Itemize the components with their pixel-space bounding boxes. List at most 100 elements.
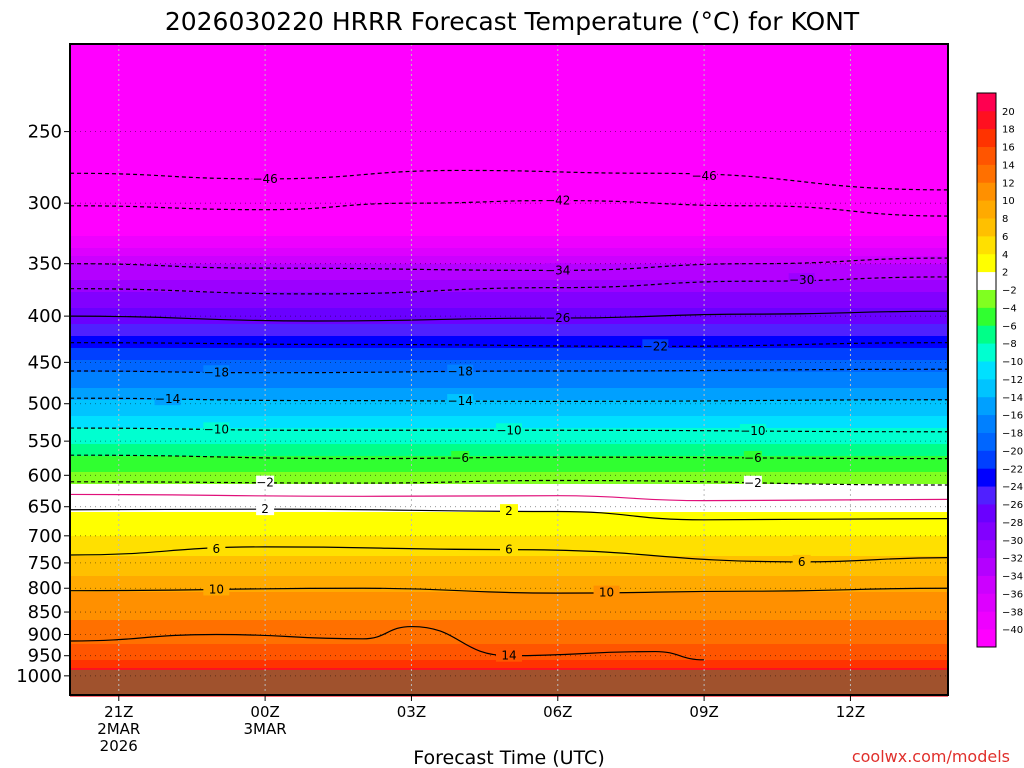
temperature-band	[70, 208, 948, 213]
colorbar-swatch	[977, 218, 996, 237]
colorbar-swatch	[977, 110, 996, 130]
contour-label: 10	[209, 582, 224, 596]
contour-label: −2	[256, 476, 274, 490]
temperature-band	[70, 612, 948, 617]
contour-label-background	[256, 502, 275, 516]
colorbar-tick-label: 18	[1002, 125, 1015, 136]
colorbar-swatch	[977, 289, 996, 308]
colorbar-tick-label: −38	[1002, 607, 1023, 618]
colorbar-swatch	[977, 146, 996, 165]
temperature-band	[70, 156, 948, 161]
temperature-band	[70, 588, 948, 593]
colorbar-tick-label: 6	[1002, 232, 1008, 243]
temperature-band	[70, 44, 948, 49]
colorbar-tick-label: 2	[1002, 268, 1008, 279]
temperature-band	[70, 472, 948, 477]
temperature-band	[70, 640, 948, 645]
contour-line	[69, 342, 949, 347]
contour-label-background	[447, 394, 474, 408]
contour-label: −46	[691, 169, 716, 183]
temperature-band	[70, 620, 948, 625]
contour-label: −30	[789, 273, 814, 287]
temperature-band	[70, 436, 948, 441]
contour-label: 6	[505, 543, 513, 557]
colorbar-swatch	[977, 521, 996, 541]
y-tick-label: 400	[28, 306, 62, 327]
temperature-band	[70, 72, 948, 77]
colorbar-swatch	[977, 504, 996, 523]
contour-label-background	[447, 364, 474, 378]
colorbar-swatch	[977, 253, 996, 273]
y-tick-label: 600	[28, 465, 62, 486]
contour-label-background	[500, 504, 518, 518]
contour-label-background	[256, 475, 275, 489]
temperature-band	[70, 500, 948, 505]
y-tick-label: 700	[28, 526, 62, 547]
temperature-band	[70, 636, 948, 641]
temperature-band	[70, 580, 948, 585]
temperature-band	[70, 392, 948, 397]
temperature-band	[70, 76, 948, 81]
contour-label: −14	[448, 394, 473, 408]
temperature-band	[70, 168, 948, 173]
y-tick-label: 250	[28, 122, 62, 143]
temperature-band	[70, 560, 948, 565]
temperature-band	[70, 556, 948, 561]
x-tick-label: 12Z	[836, 703, 865, 721]
x-tick-label: 03Z	[397, 703, 426, 721]
colorbar-swatch	[977, 307, 996, 326]
colorbar-swatch	[977, 128, 996, 148]
temperature-band	[70, 292, 948, 297]
temperature-band	[70, 592, 948, 597]
contour-label: 14	[501, 649, 516, 663]
colorbar-swatch	[977, 235, 996, 255]
colorbar-tick-label: −14	[1002, 393, 1023, 404]
y-tick-label: 650	[28, 497, 62, 518]
temperature-band	[70, 372, 948, 377]
temperature-band	[70, 240, 948, 245]
temperature-band	[70, 236, 948, 241]
temperature-band	[70, 96, 948, 101]
colorbar-swatch	[977, 629, 996, 648]
colorbar-swatch	[977, 575, 996, 594]
contour-line	[69, 493, 949, 502]
temperature-band	[70, 568, 948, 573]
temperature-band	[70, 480, 948, 485]
colorbar-legend: −40−38−36−34−32−30−28−26−24−22−20−18−16−…	[976, 92, 1023, 648]
temperature-band	[70, 664, 948, 669]
colorbar-swatch	[977, 164, 996, 183]
temperature-band	[70, 348, 948, 353]
contour-label: −26	[545, 311, 570, 325]
colorbar-tick-label: 14	[1002, 160, 1015, 171]
temperature-band	[70, 344, 948, 349]
temperature-band	[70, 388, 948, 393]
x-tick-label: 09Z	[689, 703, 718, 721]
temperature-band	[70, 440, 948, 445]
temperature-band	[70, 608, 948, 613]
temperature-band	[70, 52, 948, 57]
temperature-band	[70, 624, 948, 629]
colorbar-tick-label: 8	[1002, 214, 1008, 225]
contour-label: −14	[155, 392, 180, 406]
temperature-band	[70, 80, 948, 85]
colorbar-tick-label: −12	[1002, 375, 1023, 386]
temperature-band	[70, 600, 948, 605]
temperature-band	[70, 148, 948, 153]
y-tick-label: 800	[28, 578, 62, 599]
temperature-band	[70, 200, 948, 205]
temperature-band	[70, 216, 948, 221]
contour-label: −18	[204, 365, 229, 379]
x-tick-label: 21Z	[104, 703, 133, 721]
contour-line	[69, 454, 949, 460]
temperature-band	[70, 144, 948, 149]
temperature-band	[70, 416, 948, 421]
contour-label: −18	[448, 365, 473, 379]
temperature-band	[70, 64, 948, 69]
x-tick-label: 00Z	[250, 703, 279, 721]
temperature-band	[70, 456, 948, 461]
colorbar-tick-label: −20	[1002, 446, 1023, 457]
temperature-band	[70, 280, 948, 285]
temperature-band	[70, 220, 948, 225]
contour-label: −22	[643, 339, 668, 353]
